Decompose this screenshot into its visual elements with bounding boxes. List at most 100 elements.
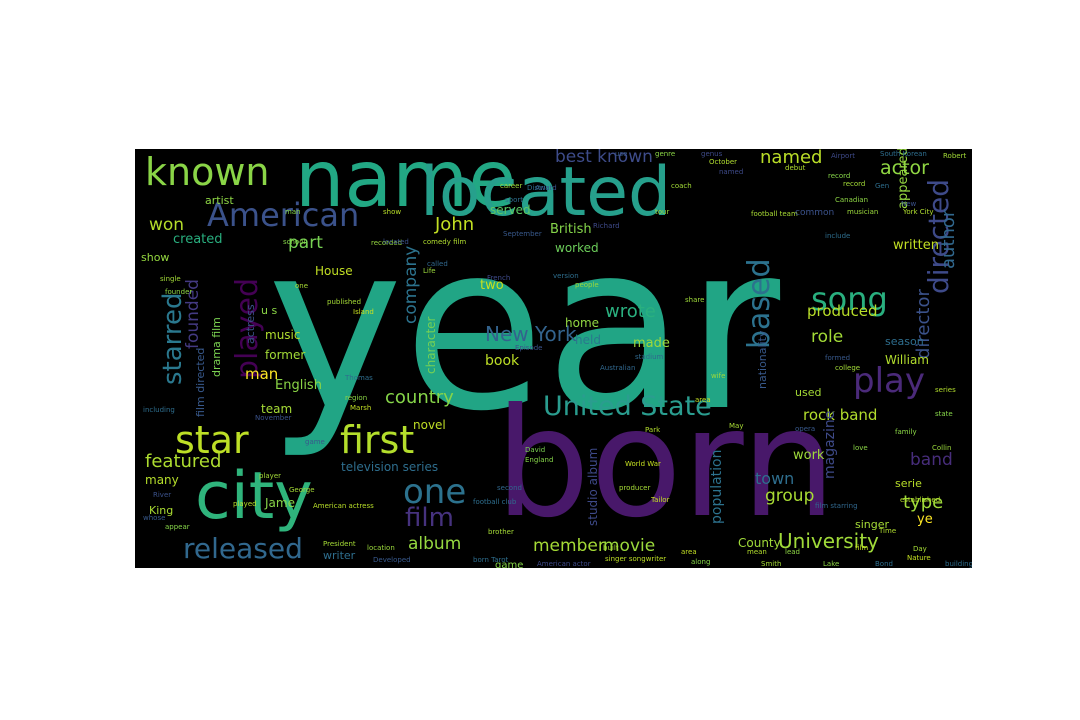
- word-world-war: World War: [625, 460, 661, 468]
- word-used: used: [795, 386, 822, 399]
- word-writer: writer: [323, 549, 356, 562]
- word-one: one: [295, 282, 309, 290]
- word-president: President: [323, 540, 356, 548]
- word-time: Time: [879, 527, 897, 535]
- word-tailor: Tailor: [651, 496, 670, 504]
- word-genus: genus: [701, 150, 723, 158]
- word-film-starring: film starring: [815, 502, 858, 510]
- word-album: album: [408, 534, 462, 554]
- word-brother: brother: [488, 528, 514, 536]
- word-share: share: [685, 296, 705, 304]
- word-created: created: [173, 232, 223, 247]
- word-french: French: [487, 274, 511, 282]
- word-season: season: [885, 335, 924, 348]
- word-known: known: [145, 150, 270, 194]
- word-bond: Bond: [875, 560, 893, 568]
- word-genre: genre: [655, 150, 676, 158]
- word-wife: wife: [711, 372, 726, 380]
- word-star: star: [175, 418, 249, 462]
- word-called: called: [427, 260, 448, 268]
- word-played: played: [233, 500, 257, 508]
- word-book: book: [485, 353, 520, 369]
- word-sport: sport: [505, 196, 523, 204]
- word-man: man: [245, 365, 279, 383]
- word-single: single: [160, 275, 181, 283]
- word-game: game: [305, 438, 325, 446]
- word-work: work: [793, 448, 825, 463]
- word-name: name: [295, 149, 517, 225]
- word-location: location: [367, 544, 395, 552]
- word-family: family: [895, 428, 917, 436]
- word-south-korean: South Korean: [880, 150, 927, 158]
- word-college: college: [835, 364, 861, 372]
- word-people: people: [575, 281, 599, 289]
- word-published: published: [327, 298, 362, 306]
- word-built: built: [603, 544, 619, 552]
- word-appear: appear: [165, 523, 190, 531]
- word-thomas: Thomas: [345, 374, 373, 382]
- word-developed: Developed: [373, 556, 411, 564]
- word-including: including: [143, 406, 175, 414]
- word-singer-songwriter: singer songwriter: [605, 555, 667, 563]
- word-series: series: [935, 386, 956, 394]
- word-school: school: [283, 238, 306, 246]
- word-band: band: [910, 450, 953, 470]
- word-studio-album: studio album: [586, 447, 600, 526]
- word-opera: opera: [795, 425, 816, 433]
- word-drama-film: drama film: [210, 317, 223, 377]
- word-british: British: [550, 222, 592, 237]
- word-serie: serie: [895, 477, 922, 490]
- word-film: film: [405, 503, 454, 533]
- word-released: released: [183, 532, 303, 565]
- word-george: George: [289, 486, 315, 494]
- word-best-known: best known: [555, 149, 653, 167]
- word-tour: tour: [655, 208, 670, 216]
- word-english: English: [275, 378, 322, 393]
- word-actress: actress: [244, 304, 257, 344]
- word-australian: Australian: [600, 364, 636, 372]
- word-richard: Richard: [593, 222, 620, 230]
- word-year: year: [267, 195, 781, 462]
- word-episode: Episode: [515, 344, 543, 352]
- word-william: William: [885, 353, 929, 367]
- word-football-team: football team: [751, 210, 798, 218]
- word-area: area: [681, 548, 697, 556]
- word-located: located: [420, 153, 672, 232]
- word-york-city: York City: [903, 208, 934, 216]
- word-rock-band: rock band: [803, 406, 878, 424]
- word-career: career: [500, 182, 523, 190]
- word-king: King: [149, 504, 174, 517]
- word-football-club: football club: [473, 498, 517, 506]
- word-character: character: [424, 316, 438, 374]
- word-university: University: [778, 529, 879, 553]
- word-team: team: [261, 402, 293, 416]
- word-author: author: [938, 209, 959, 269]
- word-magazine: magazine: [822, 410, 838, 479]
- word-role: role: [811, 327, 844, 347]
- word-film-directed: film directed: [194, 347, 207, 417]
- word-won: won: [149, 215, 185, 235]
- word-park: Park: [645, 426, 661, 434]
- word-former: former: [265, 348, 306, 362]
- word-september: September: [503, 230, 542, 238]
- word-music: music: [265, 328, 301, 342]
- word-town: town: [755, 469, 795, 488]
- word-mean: mean: [747, 548, 767, 556]
- word-born-tarot: born Tarot: [473, 556, 509, 564]
- word-may: May: [729, 422, 744, 430]
- word-type: type: [903, 492, 944, 513]
- word-member: member: [533, 536, 605, 556]
- word-formed: formed: [825, 354, 851, 362]
- word-jame: Jame: [265, 496, 295, 510]
- word-state: state: [935, 410, 953, 418]
- word-gen: Gen: [875, 182, 890, 190]
- word-show: show: [383, 208, 402, 216]
- word-comedy-film: comedy film: [423, 238, 467, 246]
- word-david: David: [525, 446, 546, 454]
- word-lake: Lake: [823, 560, 840, 568]
- word-population: population: [709, 449, 725, 525]
- word-river: River: [153, 491, 172, 499]
- word-produced: produced: [807, 302, 878, 320]
- word-day: Day: [913, 545, 927, 553]
- word-part: part: [288, 233, 323, 253]
